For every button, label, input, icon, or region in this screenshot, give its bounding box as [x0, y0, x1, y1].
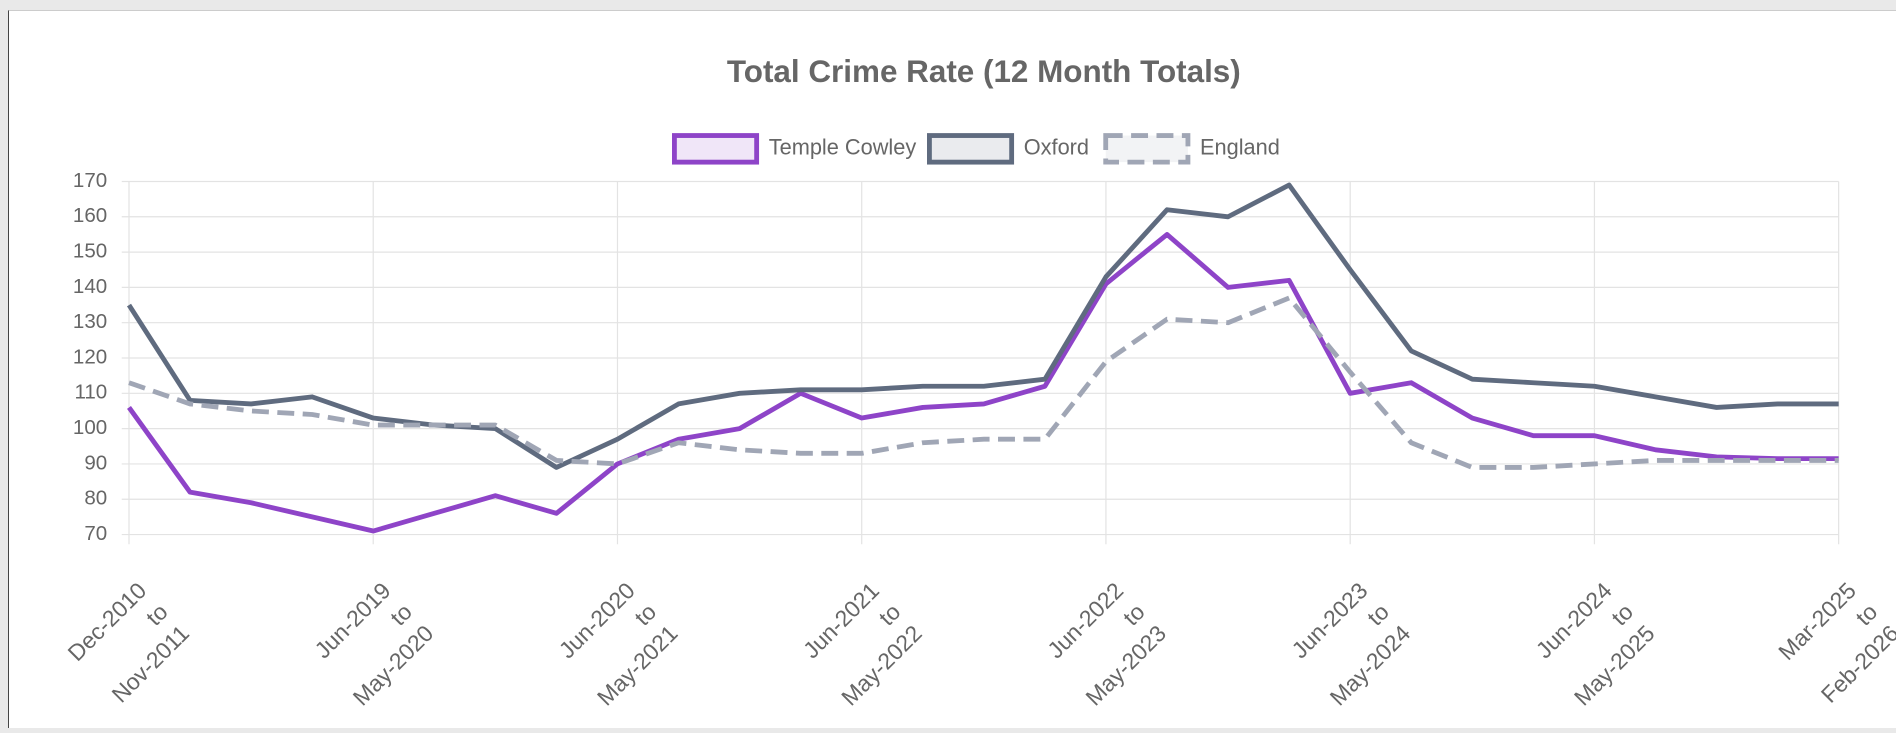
x-tick-label: May-2022: [836, 620, 927, 711]
x-tick-label: Jun-2023: [1286, 577, 1372, 663]
legend-swatch: [1103, 133, 1191, 165]
series-line: [127, 232, 1839, 534]
x-tick-label: May-2024: [1325, 620, 1416, 711]
legend-label: Temple Cowley: [769, 135, 917, 160]
chart: Total Crime Rate (12 Month Totals) 70 80 9…: [63, 54, 1896, 711]
y-tick-label: 130: [73, 310, 107, 333]
x-tick-label: Dec-2010: [63, 577, 152, 666]
x-tick-label: to: [385, 599, 417, 631]
y-tick-label: 170: [73, 169, 107, 192]
x-tick-label: May-2025: [1569, 620, 1660, 711]
y-tick-label: 100: [73, 416, 107, 439]
y-tick-label: 160: [73, 204, 107, 227]
legend-swatch: [927, 133, 1015, 165]
series-line: [128, 295, 1839, 470]
x-tick-label: Mar-2025: [1773, 577, 1861, 665]
x-tick-label: to: [1362, 599, 1394, 631]
x-tick-label: to: [629, 599, 661, 631]
x-tick-label: Nov-2011: [106, 620, 194, 708]
x-tick-label: May-2023: [1080, 620, 1171, 711]
x-tick-label: to: [873, 599, 905, 631]
legend-label: Oxford: [1024, 135, 1089, 160]
y-tick-label: 150: [73, 240, 107, 263]
x-tick-label: Jun-2019: [309, 577, 395, 663]
y-tick-label: 90: [84, 451, 107, 474]
y-tick-label: 70: [84, 522, 107, 545]
x-tick-label: Jun-2022: [1042, 577, 1128, 663]
y-tick-label: 120: [73, 345, 107, 368]
x-tick-label: Feb-2026: [1816, 620, 1896, 708]
x-tick-label: May-2020: [348, 620, 439, 711]
x-tick-label: Jun-2024: [1531, 577, 1617, 663]
chart-title: Total Crime Rate (12 Month Totals): [727, 54, 1241, 89]
y-tick-label: 110: [74, 381, 107, 404]
y-tick-label: 140: [73, 275, 107, 298]
legend-label: England: [1200, 135, 1280, 160]
x-tick-label: to: [141, 599, 173, 631]
page: Total Crime Rate (12 Month Totals) 70 80 9…: [8, 10, 1896, 728]
x-tick-label: to: [1850, 599, 1882, 631]
y-tick-label: 80: [84, 487, 107, 510]
legend-swatch: [672, 133, 760, 165]
x-tick-label: May-2021: [592, 620, 683, 711]
x-tick-label: to: [1118, 599, 1150, 631]
x-tick-label: Jun-2021: [798, 577, 884, 663]
x-tick-label: to: [1606, 599, 1638, 631]
x-tick-label: Jun-2020: [554, 577, 640, 663]
